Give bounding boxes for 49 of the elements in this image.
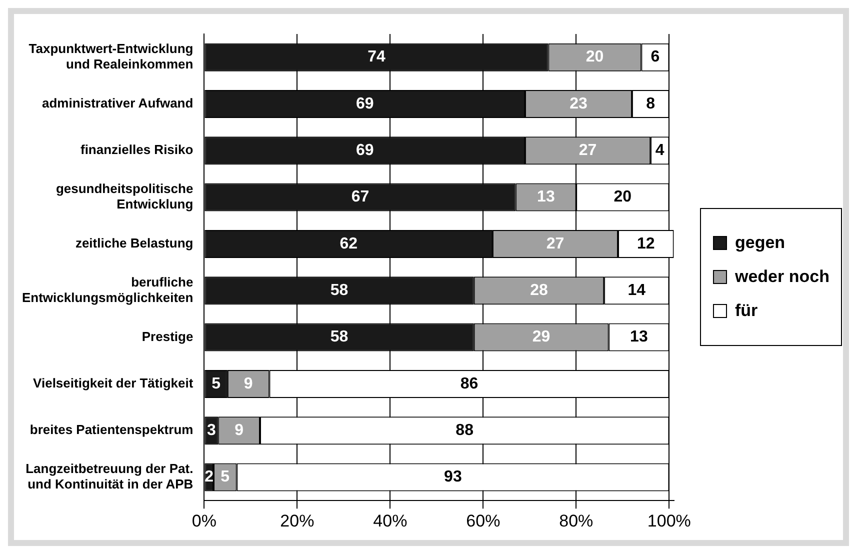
data-label: 6 [650, 48, 660, 66]
data-label: 12 [637, 235, 655, 252]
data-label: 23 [570, 95, 588, 112]
data-label: 58 [330, 282, 348, 300]
x-tick-label: 0% [192, 511, 216, 530]
data-label: 29 [532, 328, 550, 346]
data-label: 58 [330, 328, 348, 346]
data-label: 2 [204, 468, 214, 486]
data-label: 69 [356, 95, 374, 112]
data-label: 5 [212, 375, 221, 392]
data-label: 27 [546, 235, 564, 252]
x-tick-label: 60% [466, 511, 500, 530]
data-label: 27 [578, 142, 597, 160]
y-tick-label: Prestige [142, 328, 194, 344]
data-label: 9 [234, 422, 244, 440]
y-tick-label: Langzeitbetreuung der Pat. und Kontinuität in der APB [26, 461, 194, 492]
y-tick-label: finanzielles Risiko [80, 142, 194, 158]
data-label: 69 [356, 142, 374, 160]
x-tick-label: 80% [559, 511, 594, 530]
data-label: 88 [456, 422, 474, 440]
data-label: 13 [537, 188, 555, 206]
y-tick-label: zeitliche Belastung [75, 236, 194, 251]
y-tick-label: Vielseitigkeit der Tätigkeit [33, 376, 194, 391]
data-label: 93 [444, 468, 462, 486]
data-label: 67 [351, 188, 370, 206]
data-label: 14 [628, 282, 646, 300]
data-label: 28 [530, 282, 548, 300]
data-label: 62 [340, 235, 358, 252]
data-label: 4 [655, 142, 664, 160]
y-tick-label: berufliche Entwicklungsmöglichkeiten [22, 274, 194, 306]
data-label: 5 [220, 468, 230, 486]
legend-label: weder noch [735, 267, 830, 287]
data-label: 20 [586, 48, 604, 66]
data-label: 20 [614, 188, 632, 206]
y-tick-label: breites Patientenspektrum [30, 422, 194, 438]
y-tick-label: gesundheitspolitische Entwicklung [56, 181, 194, 212]
data-label: 3 [206, 422, 216, 440]
legend-label: gegen [735, 233, 786, 253]
x-tick-label: 20% [280, 511, 314, 530]
data-label: 8 [646, 95, 656, 112]
y-tick-label: administrativer Aufwand [42, 96, 194, 111]
y-tick-label: Taxpunktwert-Entwicklung und Realeinkommen [28, 41, 194, 72]
data-label: 86 [460, 375, 478, 392]
data-label: 13 [630, 328, 648, 346]
x-tick-label: 100% [647, 511, 691, 530]
data-label: 74 [368, 48, 386, 66]
data-label: 9 [244, 375, 253, 392]
x-tick-label: 40% [373, 511, 408, 530]
text: für [735, 301, 758, 321]
